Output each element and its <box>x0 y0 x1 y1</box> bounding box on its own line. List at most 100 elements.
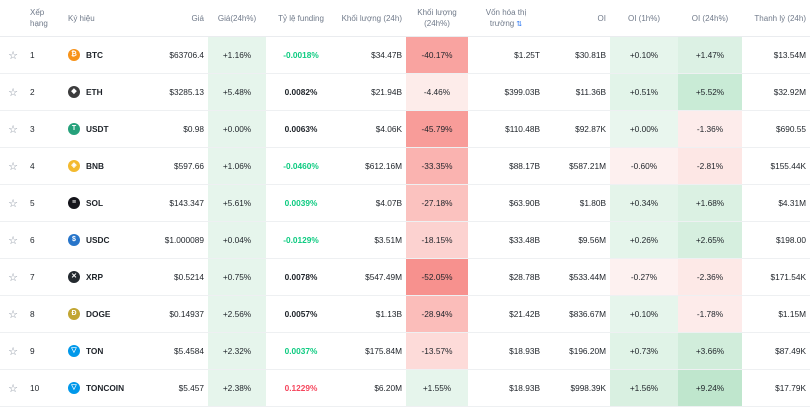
favorite-star-icon[interactable]: ☆ <box>0 369 26 407</box>
table-row[interactable]: ☆ 8 Ð DOGE $0.14937 +2.56% 0.0057% $1.13B -28.94… <box>0 295 810 333</box>
rank-cell: 3 <box>26 110 64 148</box>
market-cap-cell: $63.90B <box>468 184 544 222</box>
header-funding[interactable]: Tỷ lệ funding <box>266 0 336 37</box>
market-cap-cell: $18.93B <box>468 369 544 407</box>
price-cell: $5.457 <box>138 369 208 407</box>
sort-icon[interactable]: ⇅ <box>516 20 523 28</box>
oi-24h-cell: +2.65% <box>678 221 742 259</box>
table-row[interactable]: ☆ 10 ▽ TONCOIN $5.457 +2.38% 0.1229% $6.20M +1.5… <box>0 369 810 407</box>
symbol-cell[interactable]: ◆ ETH <box>64 73 138 111</box>
oi-cell: $196.20M <box>544 332 610 370</box>
header-volume[interactable]: Khối lượng (24h) <box>336 0 406 37</box>
symbol-cell[interactable]: T USDT <box>64 110 138 148</box>
header-symbol[interactable]: Ký hiệu <box>64 0 138 37</box>
volume-pct-cell: -18.15% <box>406 221 468 259</box>
symbol-label: BTC <box>86 50 104 60</box>
market-cap-cell: $28.78B <box>468 258 544 296</box>
change-24h-cell: +0.04% <box>208 221 266 259</box>
liquidation-cell: $198.00 <box>742 221 810 259</box>
volume-cell: $175.84M <box>336 332 406 370</box>
oi-cell: $9.56M <box>544 221 610 259</box>
favorite-star-icon[interactable]: ☆ <box>0 73 26 111</box>
symbol-cell[interactable]: ✕ XRP <box>64 258 138 296</box>
symbol-label: TONCOIN <box>86 383 125 393</box>
funding-rate-cell: 0.0063% <box>266 110 336 148</box>
oi-24h-cell: +9.24% <box>678 369 742 407</box>
change-24h-cell: +0.00% <box>208 110 266 148</box>
favorite-star-icon[interactable]: ☆ <box>0 332 26 370</box>
liquidation-cell: $87.49K <box>742 332 810 370</box>
price-cell: $1.000089 <box>138 221 208 259</box>
volume-pct-cell: -27.18% <box>406 184 468 222</box>
favorite-star-icon[interactable]: ☆ <box>0 221 26 259</box>
funding-rate-cell: -0.0129% <box>266 221 336 259</box>
table-row[interactable]: ☆ 4 ◈ BNB $597.66 +1.06% -0.0460% $612.16M -33.3… <box>0 147 810 185</box>
table-row[interactable]: ☆ 5 ≡ SOL $143.347 +5.61% 0.0039% $4.07B -27.18%… <box>0 184 810 222</box>
favorite-star-icon[interactable]: ☆ <box>0 36 26 74</box>
table-row[interactable]: ☆ 1 ₿ BTC $63706.4 +1.16% -0.0018% $34.47B -40.1… <box>0 36 810 74</box>
header-volume-pct[interactable]: Khối lượng (24h%) <box>406 0 468 37</box>
volume-cell: $4.07B <box>336 184 406 222</box>
change-24h-cell: +2.38% <box>208 369 266 407</box>
header-oi-24h[interactable]: OI (24h%) <box>678 0 742 37</box>
liquidation-cell: $1.15M <box>742 295 810 333</box>
oi-1h-cell: +0.51% <box>610 73 678 111</box>
change-24h-cell: +2.56% <box>208 295 266 333</box>
volume-cell: $6.20M <box>336 369 406 407</box>
liquidation-cell: $171.54K <box>742 258 810 296</box>
symbol-cell[interactable]: Ð DOGE <box>64 295 138 333</box>
funding-rate-cell: -0.0460% <box>266 147 336 185</box>
price-cell: $597.66 <box>138 147 208 185</box>
volume-cell: $34.47B <box>336 36 406 74</box>
oi-1h-cell: +0.00% <box>610 110 678 148</box>
oi-cell: $30.81B <box>544 36 610 74</box>
oi-1h-cell: -0.27% <box>610 258 678 296</box>
change-24h-cell: +2.32% <box>208 332 266 370</box>
favorite-star-icon[interactable]: ☆ <box>0 184 26 222</box>
favorite-star-icon[interactable]: ☆ <box>0 295 26 333</box>
table-row[interactable]: ☆ 3 T USDT $0.98 +0.00% 0.0063% $4.06K -45.79% $1… <box>0 110 810 148</box>
change-24h-cell: +5.48% <box>208 73 266 111</box>
funding-rate-cell: 0.0039% <box>266 184 336 222</box>
favorite-star-icon[interactable]: ☆ <box>0 110 26 148</box>
header-market-cap[interactable]: Vốn hóa thị trường ⇅ <box>468 0 544 37</box>
funding-rate-cell: 0.0057% <box>266 295 336 333</box>
symbol-cell[interactable]: ◈ BNB <box>64 147 138 185</box>
rank-cell: 4 <box>26 147 64 185</box>
table-row[interactable]: ☆ 2 ◆ ETH $3285.13 +5.48% 0.0082% $21.94B -4.46%… <box>0 73 810 111</box>
volume-cell: $3.51M <box>336 221 406 259</box>
symbol-cell[interactable]: ≡ SOL <box>64 184 138 222</box>
volume-cell: $1.13B <box>336 295 406 333</box>
header-change-24h[interactable]: Giá(24h%) <box>208 0 266 37</box>
symbol-cell[interactable]: ▽ TONCOIN <box>64 369 138 407</box>
favorite-star-icon[interactable]: ☆ <box>0 258 26 296</box>
oi-1h-cell: +0.26% <box>610 221 678 259</box>
favorite-star-icon[interactable]: ☆ <box>0 147 26 185</box>
oi-1h-cell: +1.56% <box>610 369 678 407</box>
symbol-cell[interactable]: ₿ BTC <box>64 36 138 74</box>
price-cell: $0.5214 <box>138 258 208 296</box>
volume-cell: $612.16M <box>336 147 406 185</box>
symbol-cell[interactable]: $ USDC <box>64 221 138 259</box>
header-rank[interactable]: Xếp hạng <box>26 0 64 37</box>
oi-24h-cell: +5.52% <box>678 73 742 111</box>
header-oi[interactable]: OI <box>544 0 610 37</box>
symbol-label: XRP <box>86 272 104 282</box>
oi-1h-cell: -0.60% <box>610 147 678 185</box>
price-cell: $3285.13 <box>138 73 208 111</box>
symbol-cell[interactable]: ▽ TON <box>64 332 138 370</box>
header-price[interactable]: Giá <box>138 0 208 37</box>
header-liquidation[interactable]: Thanh lý (24h) <box>742 0 810 37</box>
table-row[interactable]: ☆ 9 ▽ TON $5.4584 +2.32% 0.0037% $175.84M -13.57… <box>0 332 810 370</box>
header-market-cap-label: Vốn hóa thị trường <box>485 7 527 28</box>
symbol-label: ETH <box>86 87 103 97</box>
table-row[interactable]: ☆ 6 $ USDC $1.000089 +0.04% -0.0129% $3.51M -18.… <box>0 221 810 259</box>
funding-rate-cell: 0.1229% <box>266 369 336 407</box>
change-24h-cell: +1.16% <box>208 36 266 74</box>
volume-pct-cell: -52.05% <box>406 258 468 296</box>
rank-cell: 5 <box>26 184 64 222</box>
table-row[interactable]: ☆ 7 ✕ XRP $0.5214 +0.75% 0.0078% $547.49M -52.05… <box>0 258 810 296</box>
header-oi-1h[interactable]: OI (1h%) <box>610 0 678 37</box>
symbol-label: DOGE <box>86 309 111 319</box>
